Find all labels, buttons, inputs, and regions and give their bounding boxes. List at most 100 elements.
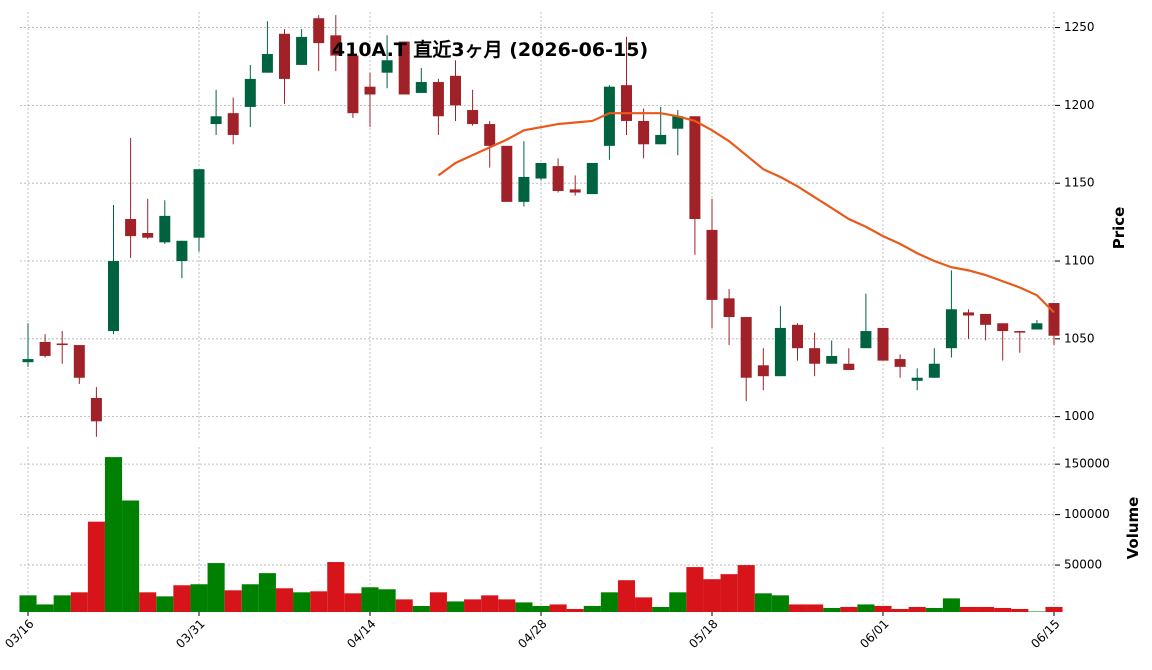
- candle-body: [415, 82, 427, 93]
- candle-body: [928, 363, 940, 378]
- candle-body: [108, 261, 119, 332]
- x-tick-label: 04/28: [515, 617, 549, 651]
- volume-bar: [464, 599, 482, 612]
- volume-bar: [224, 590, 242, 612]
- candle-body: [313, 18, 325, 44]
- volume-bar: [207, 563, 225, 612]
- candle-body: [159, 215, 171, 243]
- volume-bar: [942, 598, 960, 612]
- volume-bar: [617, 580, 636, 612]
- volume-bar: [344, 593, 362, 612]
- candle-body: [621, 85, 632, 121]
- candle-body: [911, 377, 923, 381]
- candle-body: [792, 324, 803, 349]
- volume-bar: [156, 596, 174, 612]
- volume-bar: [36, 604, 54, 612]
- candle-body: [39, 341, 51, 356]
- volume-bar: [891, 608, 909, 612]
- candle-body: [484, 124, 496, 146]
- volume-bar: [395, 599, 413, 612]
- candle-body: [518, 176, 530, 202]
- candle-body: [860, 331, 872, 349]
- price-axis-label: Price: [1110, 207, 1128, 250]
- volume-bar: [532, 605, 550, 612]
- candle-body: [569, 189, 581, 193]
- volume-bar: [549, 604, 567, 612]
- candle-body: [894, 359, 906, 367]
- volume-bar: [429, 592, 447, 612]
- candle-body: [655, 134, 667, 145]
- candle-body: [347, 55, 359, 114]
- y-tick-label: 1100: [1064, 254, 1095, 268]
- volume-bar: [1028, 611, 1046, 612]
- volume-bar: [481, 595, 499, 612]
- volume-bar: [498, 599, 516, 612]
- candle-body: [997, 323, 1009, 332]
- candle-body: [467, 110, 479, 125]
- volume-bar: [959, 606, 978, 612]
- volume-bar: [583, 605, 601, 612]
- volume-bar: [566, 608, 584, 612]
- volume-bar: [53, 595, 71, 612]
- y-tick-label: 1000: [1064, 409, 1095, 423]
- y-tick-label: 1150: [1064, 176, 1095, 190]
- volume-tick-label: 150000: [1064, 457, 1110, 471]
- volume-bar: [994, 607, 1012, 612]
- volume-bar: [703, 579, 721, 612]
- candle-body: [706, 229, 718, 300]
- candle-body: [1048, 303, 1060, 336]
- volume-bar: [806, 604, 824, 612]
- candle-body: [980, 313, 992, 325]
- volume-bar: [1011, 608, 1029, 612]
- candle-body: [142, 233, 154, 238]
- volume-bar: [361, 587, 379, 612]
- volume-bar: [635, 597, 653, 612]
- candle-body: [125, 218, 137, 237]
- candle-body: [843, 363, 855, 370]
- x-tick-label: 06/01: [857, 617, 891, 651]
- volume-bar: [652, 606, 670, 612]
- volume-bar: [104, 457, 123, 612]
- candle-body: [450, 75, 461, 106]
- volume-tick-label: 50000: [1064, 558, 1102, 572]
- volume-bar: [908, 606, 926, 612]
- volume-bar: [720, 574, 738, 612]
- volume-bar: [139, 592, 157, 612]
- chart-title: 410A.T 直近3ヶ月 (2026-06-15): [332, 38, 648, 61]
- y-tick-label: 1200: [1064, 98, 1095, 112]
- x-tick-label: 06/15: [1028, 617, 1062, 651]
- volume-bar: [840, 606, 858, 612]
- volume-bar: [293, 592, 311, 612]
- volume-bar: [686, 567, 704, 612]
- volume-bar: [70, 592, 88, 612]
- volume-bar: [87, 521, 105, 612]
- volume-bar: [190, 584, 208, 612]
- volume-bar: [446, 601, 465, 612]
- candle-body: [364, 86, 376, 95]
- y-tick-label: 1250: [1064, 20, 1095, 34]
- y-tick-label: 1050: [1064, 331, 1095, 345]
- candle-body: [672, 116, 684, 129]
- candle-body: [809, 348, 821, 364]
- volume-bar: [515, 602, 533, 612]
- candle-body: [227, 113, 239, 135]
- candle-body: [826, 355, 838, 364]
- volume-bar: [258, 573, 276, 612]
- candle-body: [176, 240, 188, 262]
- volume-bar: [754, 593, 772, 612]
- volume-bar: [19, 595, 37, 612]
- candle-body: [1031, 323, 1043, 330]
- volume-bar: [788, 604, 807, 612]
- volume-bar: [771, 595, 789, 612]
- candle-body: [381, 60, 393, 73]
- volume-bar: [173, 585, 191, 612]
- x-tick-label: 04/14: [344, 617, 378, 651]
- candle-body: [740, 317, 752, 378]
- grid: [20, 12, 1055, 612]
- candle-body: [22, 359, 34, 363]
- volume-bar: [378, 589, 396, 612]
- volume-bar: [412, 605, 430, 612]
- candle-body: [774, 327, 786, 377]
- volume-bar: [857, 604, 875, 612]
